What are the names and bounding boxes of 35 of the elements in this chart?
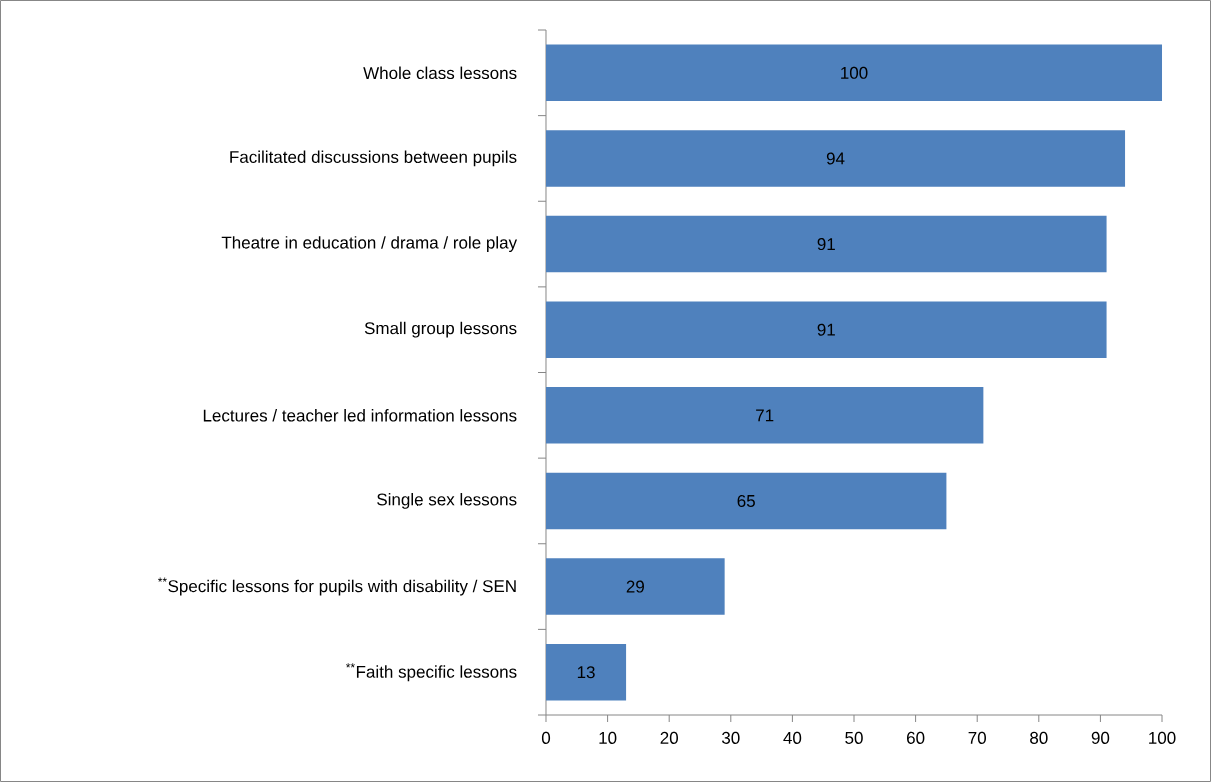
x-tick-label: 10 xyxy=(599,731,617,744)
bar xyxy=(546,472,947,530)
x-tick-label: 90 xyxy=(1091,731,1110,744)
bar xyxy=(546,387,984,444)
y-tick-label: $^{**}$Specific lessons for pupils with disability / SEN xyxy=(157,577,516,596)
bar xyxy=(546,130,1126,187)
data-label: 71 xyxy=(756,409,774,422)
x-tick-label: 70 xyxy=(968,731,986,744)
data-label: 91 xyxy=(817,323,835,336)
bar xyxy=(546,558,725,615)
y-tick-label: Single sex lessons xyxy=(377,493,517,509)
x-tick-label: 100 xyxy=(1149,731,1176,744)
y-tick-label: $^{**}$Faith specific lessons xyxy=(345,663,517,682)
x-tick-label: 60 xyxy=(907,731,925,744)
x-tick-label: 50 xyxy=(845,731,863,744)
y-tick-label: Whole class lessons xyxy=(363,66,517,80)
bar xyxy=(546,643,627,701)
y-tick-label: Lectures / teacher led information lessons xyxy=(203,409,517,422)
x-tick-label: 30 xyxy=(721,731,740,744)
data-label: 91 xyxy=(817,238,835,251)
x-tick-label: 20 xyxy=(660,731,678,744)
bar xyxy=(546,215,1107,273)
data-label: 100 xyxy=(841,66,868,79)
y-tick-label: Facilitated discussions between pupils xyxy=(230,150,517,167)
y-tick-label: Small group lessons xyxy=(364,321,517,338)
y-tick-label: Theatre in education / drama / role play xyxy=(221,236,518,252)
data-label: 29 xyxy=(626,580,644,593)
data-label: 13 xyxy=(577,666,595,679)
bar xyxy=(546,44,1163,102)
data-label: 94 xyxy=(826,152,845,165)
x-tick-label: 0 xyxy=(541,731,551,744)
bar xyxy=(546,301,1107,358)
data-label: 65 xyxy=(737,494,755,507)
x-tick-label: 80 xyxy=(1030,731,1048,744)
x-tick-label: 40 xyxy=(783,731,802,744)
